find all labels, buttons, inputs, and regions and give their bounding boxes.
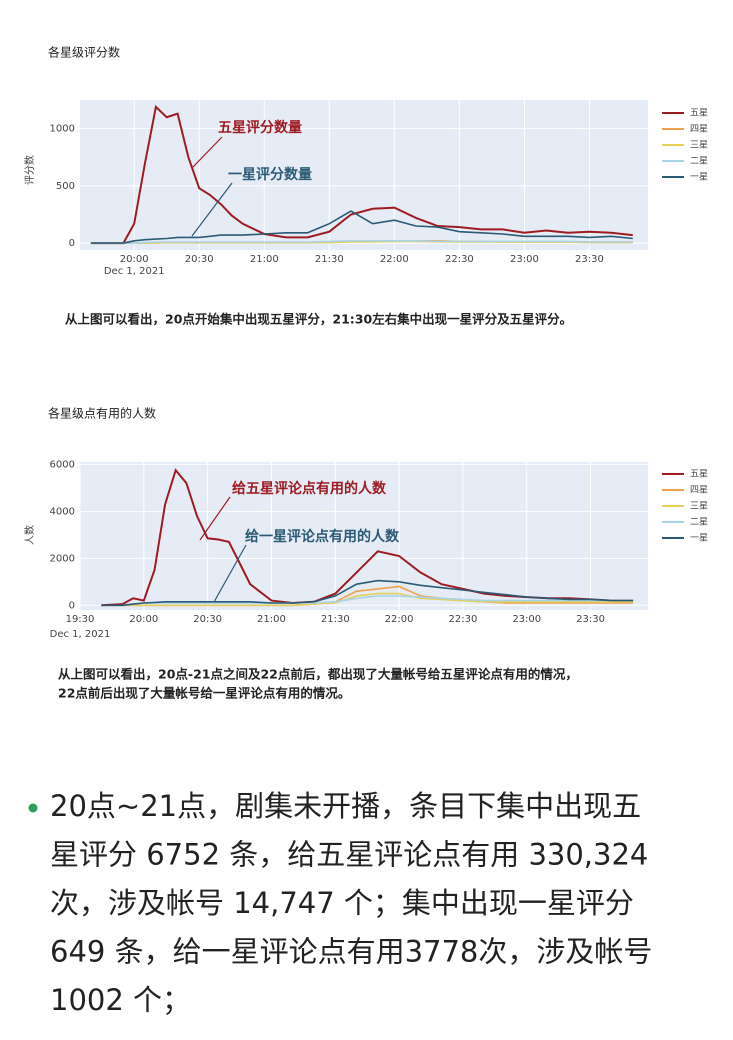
x-date-label: Dec 1, 2021	[50, 629, 111, 640]
legend-label: 三星	[690, 501, 708, 512]
y-tick-label: 0	[69, 238, 75, 249]
series-line	[90, 240, 633, 244]
y-tick-label: 2000	[50, 553, 75, 564]
x-tick-label: 23:00	[510, 254, 539, 265]
plot-area	[80, 462, 648, 610]
x-tick-label: 20:30	[185, 254, 214, 265]
annotation: 一星评分数量	[228, 166, 312, 183]
y-tick-label: 6000	[50, 459, 75, 470]
legend-label: 二星	[690, 156, 708, 167]
series-line	[90, 104, 633, 245]
caption: 从上图可以看出，20点开始集中出现五星评分，21:30左右集中出现一星评分及五星…	[65, 312, 572, 327]
y-tick-label: 0	[69, 600, 75, 611]
x-date-label: Dec 1, 2021	[104, 266, 165, 277]
annotation: 给五星评论点有用的人数	[232, 480, 387, 497]
x-tick-label: 22:30	[449, 614, 478, 625]
series-line	[101, 579, 634, 607]
x-tick-label: 19:30	[66, 614, 95, 625]
legend-label: 五星	[690, 469, 708, 480]
chart-title: 各星级评分数	[48, 45, 120, 60]
legend-label: 二星	[690, 517, 708, 528]
y-tick-label: 500	[56, 181, 75, 192]
x-tick-label: 22:00	[385, 614, 414, 625]
y-tick-label: 4000	[50, 506, 75, 517]
chart-title: 各星级点有用的人数	[48, 406, 156, 421]
annotation-line	[213, 544, 247, 603]
plot-area	[80, 100, 648, 250]
x-tick-label: 23:00	[512, 614, 541, 625]
annotation-line	[199, 496, 231, 541]
x-tick-label: 20:00	[129, 614, 158, 625]
caption: 22点前后出现了大量帐号给一星评论点有用的情况。	[58, 686, 350, 701]
x-tick-label: 21:00	[257, 614, 286, 625]
legend-label: 一星	[690, 533, 708, 544]
x-tick-label: 23:30	[576, 614, 605, 625]
series-line	[101, 592, 634, 607]
bullet-line: 星评分 6752 条，给五星评论点有用 330,324	[50, 838, 648, 872]
annotation-line	[191, 182, 233, 237]
y-axis-label: 评分数	[23, 155, 36, 185]
x-tick-label: 21:30	[315, 254, 344, 265]
x-tick-label: 21:00	[250, 254, 279, 265]
x-tick-label: 21:30	[321, 614, 350, 625]
bullet-dot	[28, 803, 38, 813]
legend-label: 一星	[690, 172, 708, 183]
x-tick-label: 20:00	[120, 254, 149, 265]
series-line	[90, 210, 633, 244]
y-tick-label: 1000	[50, 124, 75, 135]
annotation: 给一星评论点有用的人数	[245, 528, 400, 545]
legend-label: 四星	[690, 124, 708, 135]
y-axis-label: 人数	[23, 525, 36, 545]
x-tick-label: 20:30	[193, 614, 222, 625]
legend-label: 五星	[690, 108, 708, 119]
caption: 从上图可以看出，20点-21点之间及22点前后，都出现了大量帐号给五星评论点有用…	[58, 667, 578, 682]
annotation-line	[191, 136, 223, 169]
bullet-line: 649 条，给一星评论点有用3778次，涉及帐号	[50, 935, 652, 969]
bullet-line: 20点~21点，剧集未开播，条目下集中出现五	[50, 789, 641, 823]
x-tick-label: 22:30	[445, 254, 474, 265]
bullet-line: 1002 个；	[50, 983, 191, 1017]
annotation: 五星评分数量	[218, 119, 302, 136]
legend-label: 四星	[690, 485, 708, 496]
x-tick-label: 22:00	[380, 254, 409, 265]
x-tick-label: 23:30	[575, 254, 604, 265]
bullet-line: 次，涉及帐号 14,747 个；集中出现一星评分	[50, 886, 634, 920]
legend-label: 三星	[690, 140, 708, 151]
